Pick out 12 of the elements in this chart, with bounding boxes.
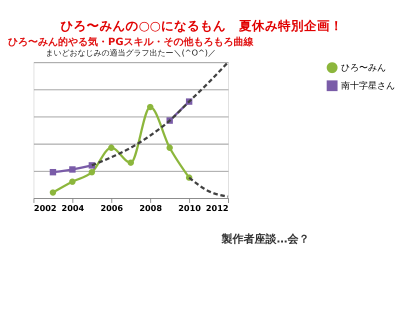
chart-subtitle: まいどおなじみの適当グラフ出たー＼(^O^)／ (46, 48, 216, 58)
x-tick-label: 2004 (62, 203, 84, 214)
x-tick-label: 2006 (100, 203, 124, 214)
text: 製作者座談…会？ (220, 232, 310, 246)
text: ひろ〜みんの○○になるもん 夏休み特別企画！ (60, 18, 343, 33)
x-tick-label: 2010 (178, 203, 202, 214)
legend-label: 南十字星さん (341, 80, 396, 92)
legend-label: ひろ〜みん (341, 63, 386, 74)
x-tick-label: 2008 (139, 203, 162, 214)
x-tick-label: 2012 (206, 203, 229, 214)
x-tick-label: 2002 (34, 203, 57, 214)
chart-title: ひろ〜みん的やる気・PGスキル・その他もろもろ曲線 (8, 36, 254, 48)
